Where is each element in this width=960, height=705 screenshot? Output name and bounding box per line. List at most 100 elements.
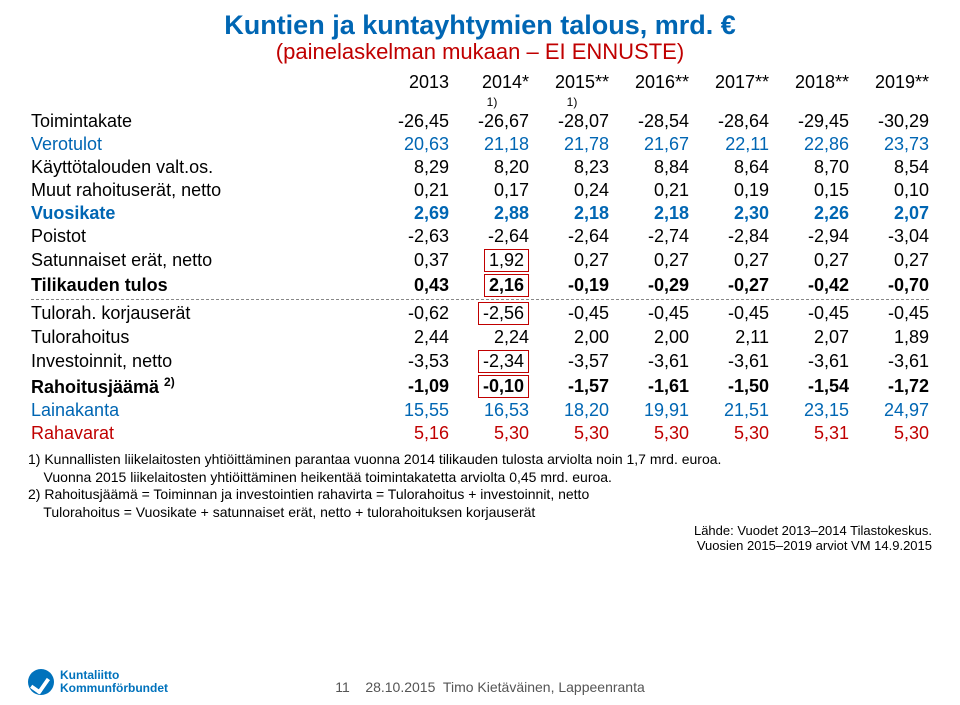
cell-value: 0,17	[452, 179, 532, 202]
cell-value: -28,07	[532, 110, 612, 133]
note-line: Vuonna 2015 liikelaitosten yhtiöittämine…	[28, 469, 932, 487]
cell-value: 23,73	[852, 133, 932, 156]
cell-value: 8,70	[772, 156, 852, 179]
cell-value: -0,62	[372, 301, 452, 326]
cell-value: -28,64	[692, 110, 772, 133]
cell-value: 8,29	[372, 156, 452, 179]
cell-value: 2,88	[452, 202, 532, 225]
cell-value: -3,61	[612, 349, 692, 374]
cell-value: -29,45	[772, 110, 852, 133]
cell-value: -3,57	[532, 349, 612, 374]
cell-value: 5,30	[452, 422, 532, 445]
cell-value: 8,64	[692, 156, 772, 179]
cell-value: 22,11	[692, 133, 772, 156]
cell-value: -3,61	[692, 349, 772, 374]
row-label: Vuosikate	[28, 202, 372, 225]
row-label: Muut rahoituserät, netto	[28, 179, 372, 202]
cell-value: -1,09	[372, 374, 452, 399]
cell-value: 21,67	[612, 133, 692, 156]
cell-value: 2,11	[692, 326, 772, 349]
cell-value: -0,10	[452, 374, 532, 399]
cell-value: 2,30	[692, 202, 772, 225]
cell-value: 2,18	[612, 202, 692, 225]
header-row: 2013 2014* 2015** 2016** 2017** 2018** 2…	[28, 71, 932, 94]
footer: Kuntaliitto Kommunförbundet 11 28.10.201…	[28, 669, 932, 695]
cell-value: -0,70	[852, 273, 932, 298]
cell-value: 0,19	[692, 179, 772, 202]
cell-value: -1,57	[532, 374, 612, 399]
cell-value: -1,61	[612, 374, 692, 399]
cell-value: 2,00	[532, 326, 612, 349]
cell-value: -30,29	[852, 110, 932, 133]
cell-value: 0,27	[692, 248, 772, 273]
source: Lähde: Vuodet 2013–2014 Tilastokeskus. V…	[28, 523, 932, 553]
note-line: 2) Rahoitusjäämä = Toiminnan ja investoi…	[28, 486, 932, 504]
cell-value: -26,67	[452, 110, 532, 133]
cell-value: -0,45	[692, 301, 772, 326]
footnote-mark: 1)	[452, 94, 532, 110]
cell-value: -2,63	[372, 225, 452, 248]
note-line: 1) Kunnallisten liikelaitosten yhtiöittä…	[28, 451, 932, 469]
cell-value: 0,21	[612, 179, 692, 202]
year-col: 2017**	[692, 71, 772, 94]
cell-value: 0,27	[772, 248, 852, 273]
cell-value: -26,45	[372, 110, 452, 133]
row-label: Poistot	[28, 225, 372, 248]
cell-value: -2,56	[452, 301, 532, 326]
table-row: Rahavarat5,165,305,305,305,305,315,30	[28, 422, 932, 445]
cell-value: -0,45	[612, 301, 692, 326]
cell-value: -0,45	[772, 301, 852, 326]
cell-value: -28,54	[612, 110, 692, 133]
title: Kuntien ja kuntayhtymien talous, mrd. €	[28, 10, 932, 41]
row-label: Lainakanta	[28, 399, 372, 422]
cell-value: -3,61	[852, 349, 932, 374]
cell-value: -1,54	[772, 374, 852, 399]
cell-value: 0,43	[372, 273, 452, 298]
cell-value: 8,54	[852, 156, 932, 179]
cell-value: 2,07	[772, 326, 852, 349]
footnote-mark: 1)	[532, 94, 612, 110]
row-label: Tilikauden tulos	[28, 273, 372, 298]
sup-row: 1) 1)	[28, 94, 932, 110]
cell-value: 15,55	[372, 399, 452, 422]
table-row: Tulorahoitus2,442,242,002,002,112,071,89	[28, 326, 932, 349]
cell-value: -2,64	[452, 225, 532, 248]
footer-meta: 11 28.10.2015 Timo Kietäväinen, Lappeenr…	[335, 679, 645, 695]
cell-value: 5,16	[372, 422, 452, 445]
logo-text: Kuntaliitto Kommunförbundet	[60, 669, 168, 694]
cell-value: 21,78	[532, 133, 612, 156]
footer-author: Timo Kietäväinen, Lappeenranta	[443, 679, 645, 695]
cell-value: 2,07	[852, 202, 932, 225]
cell-value: -3,53	[372, 349, 452, 374]
row-label: Toimintakate	[28, 110, 372, 133]
cell-value: 24,97	[852, 399, 932, 422]
notes: 1) Kunnallisten liikelaitosten yhtiöittä…	[28, 451, 932, 521]
logo: Kuntaliitto Kommunförbundet	[28, 669, 168, 695]
cell-value: 8,23	[532, 156, 612, 179]
year-col: 2015**	[532, 71, 612, 94]
subtitle: (painelaskelman mukaan – EI ENNUSTE)	[28, 39, 932, 65]
cell-value: 1,92	[452, 248, 532, 273]
cell-value: 5,30	[612, 422, 692, 445]
table-row: Vuosikate2,692,882,182,182,302,262,07	[28, 202, 932, 225]
cell-value: 22,86	[772, 133, 852, 156]
source-line: Vuosien 2015–2019 arviot VM 14.9.2015	[28, 538, 932, 553]
cell-value: 8,20	[452, 156, 532, 179]
row-label: Verotulot	[28, 133, 372, 156]
row-label: Tulorahoitus	[28, 326, 372, 349]
cell-value: 2,26	[772, 202, 852, 225]
cell-value: 16,53	[452, 399, 532, 422]
cell-value: 19,91	[612, 399, 692, 422]
source-line: Lähde: Vuodet 2013–2014 Tilastokeskus.	[28, 523, 932, 538]
cell-value: 21,18	[452, 133, 532, 156]
cell-value: -0,19	[532, 273, 612, 298]
cell-value: 8,84	[612, 156, 692, 179]
table-row: Satunnaiset erät, netto0,371,920,270,270…	[28, 248, 932, 273]
year-col: 2019**	[852, 71, 932, 94]
cell-value: 18,20	[532, 399, 612, 422]
cell-value: -3,04	[852, 225, 932, 248]
cell-value: 0,27	[852, 248, 932, 273]
logo-mark-icon	[28, 669, 54, 695]
cell-value: 5,30	[852, 422, 932, 445]
row-label: Rahavarat	[28, 422, 372, 445]
